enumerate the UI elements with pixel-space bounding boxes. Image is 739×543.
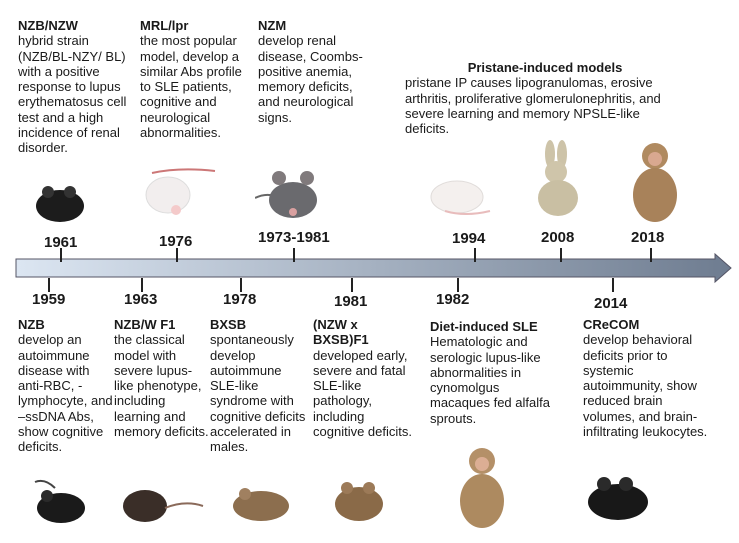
event-title: MRL/lpr (140, 18, 189, 33)
tick (560, 248, 562, 262)
event-text: develop renal disease, Coombs-positive a… (258, 33, 363, 125)
year-label: 1978 (223, 291, 257, 308)
brown-mouse-icon (233, 488, 289, 521)
event-nzb-nzw: NZB/NZW hybrid strain (NZB/BL-NZY/ BL) wi… (18, 18, 138, 156)
tick (176, 248, 178, 262)
monkey-icon (460, 448, 504, 528)
year-label: 2018 (631, 229, 665, 246)
event-text: the most popular model, develop a simila… (140, 33, 242, 141)
event-text: hybrid strain (NZB/BL-NZY/ BL) with a po… (18, 33, 127, 156)
dark-mouse-icon (123, 490, 204, 522)
event-title: NZB (18, 317, 45, 332)
event-diet-induced: Diet-induced SLE Hematologic and serologi… (430, 319, 550, 426)
year-label: 1994 (452, 230, 486, 247)
tick (60, 248, 62, 262)
event-text: pristane IP causes lipogranulomas, erosi… (405, 75, 661, 137)
event-nzm: NZM develop renal disease, Coombs-positiv… (258, 18, 368, 125)
event-mrl-lpr: MRL/lpr the most popular model, develop a… (140, 18, 250, 140)
year-label: 2014 (594, 295, 628, 312)
brown-mouse-icon (335, 482, 383, 521)
event-text: developed early, severe and fatal SLE-li… (313, 347, 412, 440)
event-text: Hematologic and serologic lupus-like abn… (430, 334, 550, 426)
event-title: (NZW x BXSB)F1 (313, 317, 369, 348)
black-mouse-icon (34, 479, 85, 523)
tick (351, 278, 353, 292)
tick (141, 278, 143, 292)
grey-mouse-icon (255, 171, 317, 218)
event-title: Pristane-induced models (467, 60, 623, 75)
event-nzbw-f1: NZB/W F1 the classical model with severe … (114, 317, 209, 439)
event-title: NZM (258, 18, 287, 33)
tick (293, 248, 295, 262)
year-label: 1976 (159, 233, 193, 250)
year-label: 1959 (32, 291, 66, 308)
event-crecom: CReCOM develop behavioral deficits prior … (583, 317, 713, 439)
black-mouse-icon (36, 186, 84, 222)
tick (48, 278, 50, 292)
year-label: 2008 (541, 229, 575, 246)
white-mouse-icon (430, 180, 491, 215)
tick (457, 278, 459, 292)
tick (650, 248, 652, 262)
monkey-icon (633, 143, 677, 222)
event-nzb: NZB develop an autoimmune disease with an… (18, 317, 113, 455)
year-label: 1981 (334, 293, 368, 310)
event-title: Diet-induced SLE (430, 319, 538, 334)
event-pristane: Pristane-induced models pristane IP cause… (405, 60, 685, 136)
event-title: BXSB (210, 317, 247, 332)
year-label: 1973-1981 (258, 229, 330, 246)
event-title: NZB/NZW (18, 18, 78, 33)
event-text: develop behavioral deficits prior to sys… (583, 332, 708, 440)
tick (612, 278, 614, 292)
black-mouse-icon (588, 477, 648, 520)
tick (240, 278, 242, 292)
white-mouse-icon (145, 168, 216, 215)
event-text: the classical model with severe lupus-li… (114, 332, 209, 440)
event-text: develop an autoimmune disease with anti-… (18, 332, 113, 455)
rabbit-icon (538, 140, 578, 216)
tick (474, 248, 476, 262)
event-text: spontaneously develop autoimmune SLE-lik… (210, 332, 306, 455)
year-label: 1961 (44, 234, 78, 251)
event-title: NZB/W F1 (114, 317, 176, 332)
event-bxsb: BXSB spontaneously develop autoimmune SLE… (210, 317, 308, 455)
event-nzw-bxsb-f1: (NZW x BXSB)F1 developed early, severe an… (313, 317, 413, 439)
year-label: 1963 (124, 291, 158, 308)
event-title: CReCOM (583, 317, 640, 332)
year-label: 1982 (436, 291, 470, 308)
